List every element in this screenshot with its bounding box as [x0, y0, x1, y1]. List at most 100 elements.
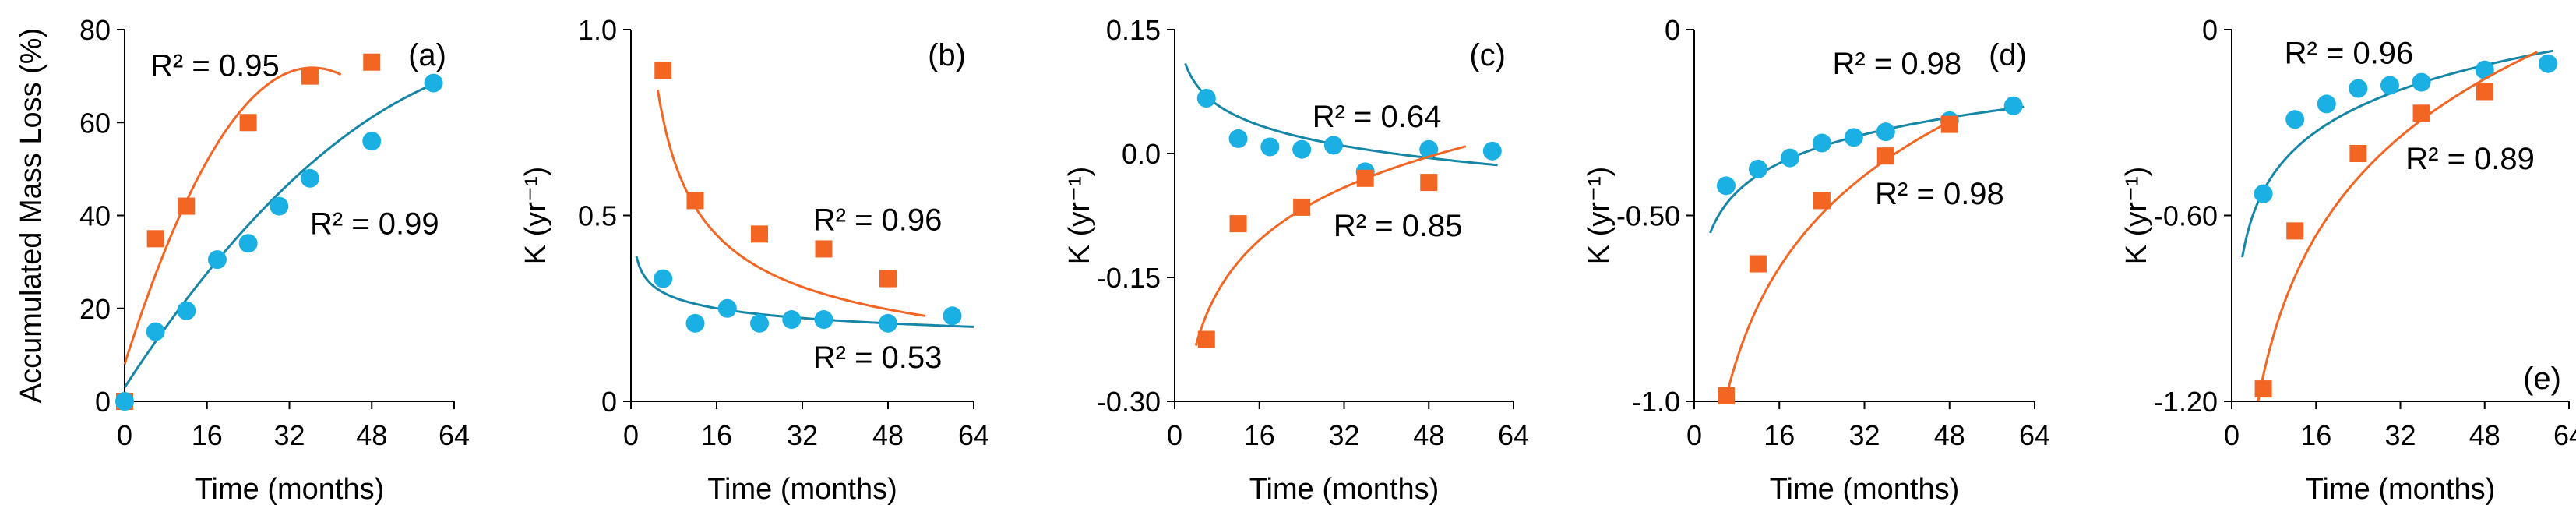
data-point-square — [1356, 169, 1374, 187]
series-blue: R² = 0.64 — [1184, 62, 1502, 182]
y-tick-label: 1.0 — [578, 14, 617, 46]
data-point-circle — [300, 168, 319, 188]
y-tick-label: 0.0 — [1122, 138, 1161, 170]
data-point-circle — [2538, 54, 2557, 73]
x-tick-label: 48 — [1934, 419, 1965, 451]
data-point-circle — [146, 322, 165, 341]
y-tick-label: 20 — [79, 293, 111, 325]
panel-letter: (c) — [1469, 38, 1506, 72]
data-point-circle — [2349, 79, 2368, 98]
y-tick-label: -0.30 — [1097, 386, 1161, 418]
y-tick-label: -1.0 — [1632, 386, 1680, 418]
data-point-square — [1876, 147, 1894, 165]
x-tick-label: 16 — [2300, 419, 2331, 451]
data-point-circle — [238, 234, 258, 253]
y-axis-label: K (yr⁻¹) — [1583, 167, 1616, 265]
y-tick-label: 40 — [79, 200, 111, 232]
r2-annotation: R² = 0.99 — [310, 207, 439, 241]
fit-curve — [635, 256, 974, 328]
data-point-circle — [1196, 88, 1216, 108]
fit-curve — [123, 66, 342, 365]
x-tick-label: 0 — [1686, 419, 1702, 451]
data-point-circle — [1748, 159, 1767, 178]
x-tick-label: 0 — [117, 419, 132, 451]
x-tick-label: 16 — [701, 419, 732, 451]
data-point-square — [239, 114, 257, 132]
y-tick-label: -0.60 — [2154, 200, 2218, 232]
data-point-circle — [2254, 184, 2273, 203]
data-point-square — [1813, 192, 1831, 210]
data-point-square — [2254, 380, 2272, 398]
data-point-circle — [943, 306, 962, 326]
x-tick-label: 48 — [1413, 419, 1444, 451]
x-tick-label: 0 — [623, 419, 639, 451]
data-point-circle — [1228, 129, 1248, 148]
y-tick-label: 0 — [1665, 14, 1680, 46]
data-point-square — [751, 225, 768, 243]
data-point-circle — [2003, 96, 2023, 115]
y-tick-label: 0 — [601, 386, 617, 418]
x-tick-label: 48 — [356, 419, 387, 451]
data-point-circle — [654, 269, 673, 288]
r2-annotation: R² = 0.53 — [813, 341, 943, 375]
series-orange: R² = 0.85 — [1194, 145, 1467, 348]
data-point-circle — [1260, 137, 1280, 157]
y-tick-label: 0 — [95, 386, 111, 418]
series-orange: R² = 0.89 — [2254, 51, 2539, 402]
panel-letter: (e) — [2523, 362, 2561, 396]
data-point-square — [654, 62, 672, 79]
y-axis-label: Accumulated Mass Loss (%) — [15, 28, 48, 404]
panel-a: 0 16 32 48 64 0 20 40 60 80 Time (months) Accumulat… — [15, 14, 470, 506]
panel-letter: (b) — [928, 38, 966, 72]
x-tick-label: 64 — [1498, 419, 1529, 451]
r2-annotation: R² = 0.85 — [1334, 209, 1463, 243]
y-axis-label: K (yr⁻¹) — [1063, 167, 1096, 265]
x-tick-label: 16 — [192, 419, 223, 451]
r2-annotation: R² = 0.64 — [1313, 100, 1442, 134]
y-axis-label: K (yr⁻¹) — [520, 167, 552, 265]
panel-d: 0 16 32 48 64 -1.0 -0.50 0 Time (months) K (yr⁻¹)… — [1583, 14, 2050, 506]
data-point-circle — [1876, 122, 1895, 142]
y-tick-label: -0.50 — [1616, 200, 1680, 232]
series-blue: R² = 0.99 — [115, 73, 443, 411]
data-point-circle — [362, 132, 382, 151]
panel-b: 0 16 32 48 64 0 0.5 1.0 Time (months) K (yr⁻¹) (b)… — [520, 14, 989, 506]
data-point-circle — [1844, 128, 1863, 147]
x-tick-label: 16 — [1764, 419, 1795, 451]
data-point-square — [1293, 198, 1311, 216]
y-tick-label: 60 — [79, 107, 111, 139]
x-tick-label: 16 — [1244, 419, 1275, 451]
data-point-circle — [879, 313, 897, 333]
data-point-square — [1229, 215, 1247, 233]
x-tick-label: 32 — [787, 419, 818, 451]
data-point-circle — [2412, 72, 2431, 92]
x-tick-label: 64 — [439, 419, 470, 451]
data-point-circle — [1323, 136, 1343, 155]
series-orange: R² = 0.96 — [654, 62, 942, 317]
data-point-square — [146, 230, 164, 248]
data-point-circle — [814, 310, 833, 330]
data-point-square — [1420, 174, 1438, 192]
data-point-circle — [1716, 176, 1736, 196]
data-point-square — [363, 53, 381, 71]
data-point-circle — [2285, 110, 2305, 129]
x-tick-label: 64 — [958, 419, 989, 451]
panel-e: 0 16 32 48 64 -1.20 -0.60 0 Time (months) K (yr⁻¹… — [2120, 14, 2576, 506]
data-point-square — [1749, 255, 1767, 273]
x-tick-label: 0 — [2224, 419, 2239, 451]
r2-annotation: R² = 0.95 — [150, 49, 280, 83]
data-point-circle — [270, 196, 289, 216]
data-point-square — [1940, 115, 1958, 133]
data-point-square — [2412, 104, 2430, 122]
fit-curve — [123, 80, 439, 388]
data-point-square — [686, 192, 704, 210]
data-point-circle — [782, 310, 802, 330]
data-point-circle — [717, 298, 737, 318]
data-point-circle — [2475, 60, 2494, 79]
panel-letter: (d) — [1989, 38, 2027, 72]
x-tick-label: 32 — [1328, 419, 1359, 451]
x-axis-label: Time (months) — [1770, 473, 1960, 506]
x-tick-label: 64 — [2019, 419, 2050, 451]
data-point-circle — [2317, 94, 2336, 114]
